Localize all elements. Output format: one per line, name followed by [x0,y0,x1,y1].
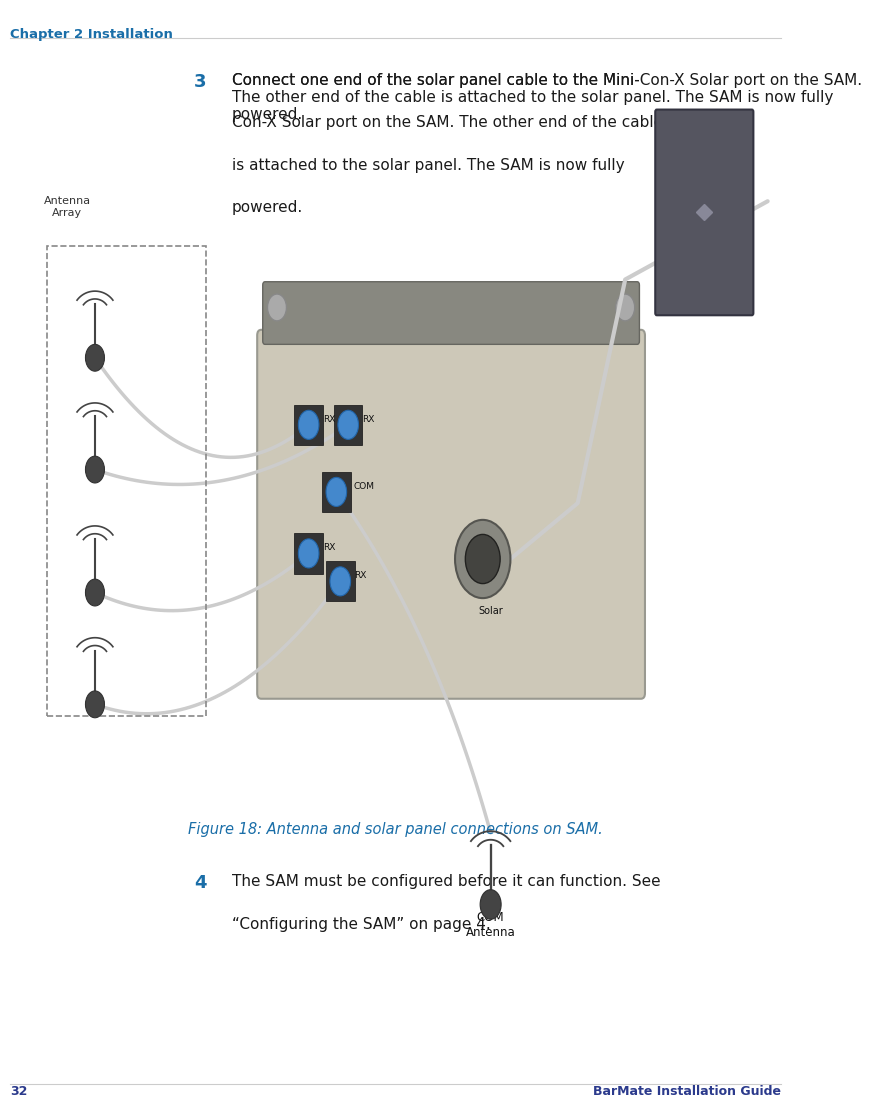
Text: Connect one end of the solar panel cable to the Mini-Con-X Solar port on the SAM: Connect one end of the solar panel cable… [232,73,862,123]
Bar [294,533,323,574]
Circle shape [326,477,347,506]
Bar [294,405,323,445]
Text: RX: RX [354,571,367,580]
Text: Con-X Solar port on the SAM. The other end of the cable: Con-X Solar port on the SAM. The other e… [232,115,663,130]
Text: The SAM must be configured before it can function. See: The SAM must be configured before it can… [232,874,660,889]
Circle shape [85,691,105,718]
Text: BarMate Installation Guide: BarMate Installation Guide [593,1084,781,1098]
Circle shape [299,410,319,439]
Text: Chapter 2 Installation: Chapter 2 Installation [10,28,173,41]
Text: Solar: Solar [478,606,503,616]
Circle shape [85,579,105,606]
Circle shape [85,344,105,371]
Text: COM
Antenna: COM Antenna [466,911,516,939]
Text: is attached to the solar panel. The SAM is now fully: is attached to the solar panel. The SAM … [232,158,625,172]
Circle shape [85,456,105,483]
Text: “Configuring the SAM” on page 4.: “Configuring the SAM” on page 4. [232,917,490,931]
Bar [326,561,354,601]
FancyBboxPatch shape [655,110,753,315]
Circle shape [267,294,287,321]
Bar [322,472,350,512]
Text: RX: RX [362,415,375,424]
Circle shape [455,520,510,598]
Text: Figure 18: Antenna and solar panel connections on SAM.: Figure 18: Antenna and solar panel conne… [188,822,603,836]
Text: COM: COM [354,482,375,491]
FancyBboxPatch shape [263,282,639,344]
Text: Connect one end of the solar panel cable to the Mini-: Connect one end of the solar panel cable… [232,73,639,87]
Text: 3: 3 [194,73,206,91]
Bar [48,246,206,716]
Circle shape [480,890,501,919]
Circle shape [616,294,635,321]
Circle shape [299,539,319,568]
Text: RX: RX [323,543,335,552]
Circle shape [465,534,500,584]
Bar [334,405,362,445]
Text: powered.: powered. [232,200,303,215]
Text: 32: 32 [10,1084,28,1098]
Circle shape [330,567,350,596]
FancyBboxPatch shape [257,330,645,699]
Text: 4: 4 [194,874,206,892]
Circle shape [338,410,359,439]
Text: Antenna
Array: Antenna Array [44,197,91,218]
Text: RX: RX [323,415,335,424]
